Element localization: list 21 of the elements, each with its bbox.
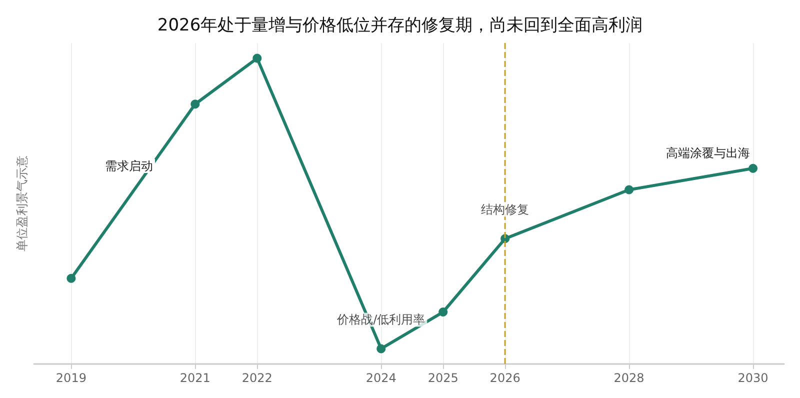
- point: [748, 164, 758, 173]
- annotation: 需求启动: [105, 159, 153, 173]
- x-tick-label: 2019: [56, 371, 86, 385]
- x-tick-label: 2026: [490, 371, 520, 385]
- point: [624, 185, 634, 194]
- x-tick-label: 2030: [738, 371, 768, 385]
- point: [252, 54, 262, 63]
- x-tick-label: 2021: [180, 371, 210, 385]
- y-axis-title: 单位盈利景气示意: [15, 156, 29, 252]
- x-tick-label: 2022: [242, 371, 272, 385]
- x-tick-label: 2025: [428, 371, 458, 385]
- chart-title: 2026年处于量增与价格低位并存的修复期，尚未回到全面高利润: [157, 16, 643, 36]
- point: [376, 344, 386, 354]
- point: [66, 274, 76, 283]
- annotation: 价格战/低利用率: [336, 312, 426, 327]
- x-tick-label: 2028: [614, 371, 644, 385]
- annotation: 结构修复: [481, 202, 530, 217]
- annotation: 高端涂覆与出海: [666, 146, 750, 160]
- point: [190, 100, 200, 109]
- point: [438, 308, 448, 317]
- x-tick-label: 2024: [366, 371, 396, 385]
